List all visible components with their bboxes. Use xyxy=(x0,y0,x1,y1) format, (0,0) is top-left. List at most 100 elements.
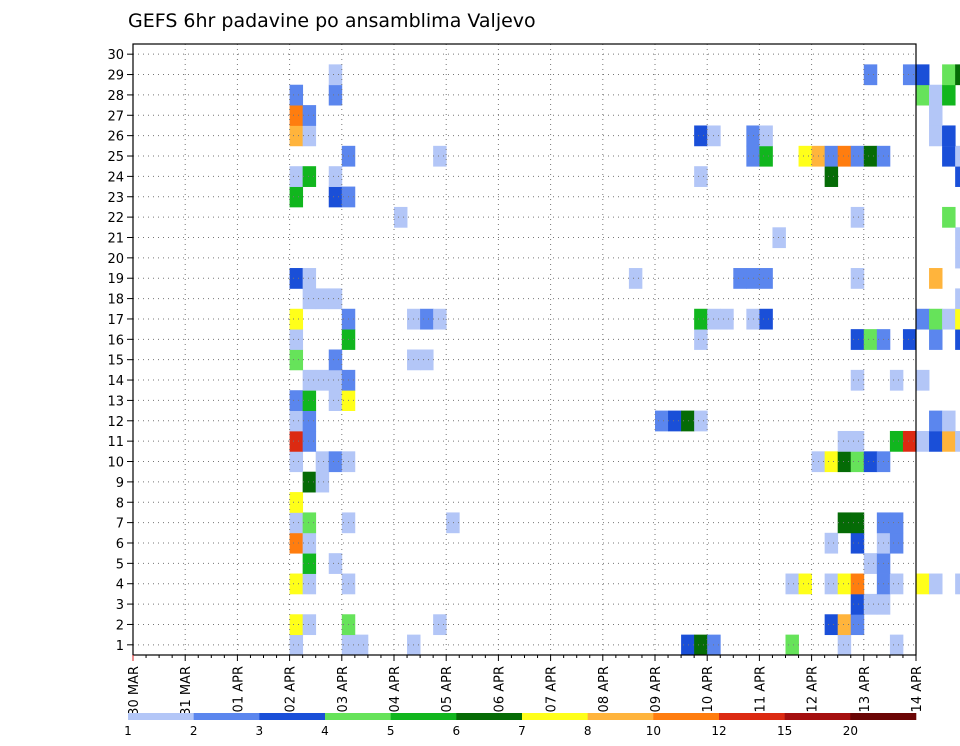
precip-cell xyxy=(850,369,865,391)
precip-cell xyxy=(420,349,434,371)
precip-cell xyxy=(837,430,852,452)
precip-cell xyxy=(694,634,708,656)
y-tick-label: 22 xyxy=(107,211,124,226)
precip-cell xyxy=(889,634,904,656)
precip-cell xyxy=(328,349,343,371)
precip-cell xyxy=(628,268,643,289)
x-tick-label: 14 APR xyxy=(910,666,925,712)
precip-cell xyxy=(850,268,865,289)
precip-cell xyxy=(929,329,943,350)
precip-cell xyxy=(916,573,930,595)
precip-cell xyxy=(668,410,682,432)
precip-cell xyxy=(929,125,943,147)
precip-cell xyxy=(289,410,304,432)
cells-layer xyxy=(289,64,960,656)
precip-cell xyxy=(889,430,904,452)
colorbar-swatch xyxy=(850,713,917,720)
precip-cell xyxy=(863,451,878,473)
y-tick-label: 23 xyxy=(107,191,124,206)
colorbar-swatch xyxy=(390,713,457,720)
precip-cell xyxy=(289,451,304,473)
precip-cell xyxy=(916,430,930,452)
precip-cell xyxy=(929,430,943,452)
y-tick-label: 25 xyxy=(107,150,124,165)
precip-cell xyxy=(942,125,956,147)
x-tick-label: 30 MAR xyxy=(127,666,142,716)
x-tick-label: 01 APR xyxy=(231,666,246,712)
precip-cell xyxy=(328,64,343,86)
precip-cell xyxy=(289,125,304,147)
precip-cell xyxy=(785,634,799,656)
precip-cell xyxy=(433,308,447,330)
precip-cell xyxy=(850,451,865,473)
precip-cell xyxy=(850,614,865,636)
precip-cell xyxy=(759,125,773,147)
precip-cell xyxy=(289,308,304,330)
y-tick-label: 3 xyxy=(116,598,124,613)
colorbar-swatch xyxy=(522,713,588,720)
y-tick-label: 20 xyxy=(107,252,124,267)
precip-cell xyxy=(824,614,839,636)
colorbar-label: 10 xyxy=(646,724,661,738)
precip-cell xyxy=(824,573,839,595)
precip-cell xyxy=(302,166,317,187)
y-tick-label: 18 xyxy=(107,293,124,308)
y-tick-label: 2 xyxy=(116,618,124,633)
precip-cell xyxy=(302,553,317,574)
precip-cell xyxy=(824,532,839,554)
y-tick-label: 27 xyxy=(107,109,124,124)
precip-cell xyxy=(863,593,878,615)
precip-cell xyxy=(759,268,773,289)
precip-cell xyxy=(942,145,956,167)
precip-cell xyxy=(733,268,747,289)
precip-cell xyxy=(289,166,304,187)
y-tick-label: 13 xyxy=(107,394,124,409)
precip-cell xyxy=(824,166,839,187)
grid-layer xyxy=(133,44,916,655)
precip-cell xyxy=(889,512,904,534)
y-tick-label: 9 xyxy=(116,476,124,491)
y-tick-label: 28 xyxy=(107,89,124,104)
colorbar-swatch xyxy=(587,713,654,720)
precip-cell xyxy=(315,288,330,310)
colorbar-label: 7 xyxy=(518,724,526,738)
precip-cell xyxy=(694,410,708,432)
precip-cell xyxy=(889,532,904,554)
precip-cell xyxy=(759,308,773,330)
precip-cell xyxy=(902,329,917,350)
y-tick-label: 10 xyxy=(107,456,124,471)
colorbar-label: 12 xyxy=(711,724,726,738)
precip-cell xyxy=(420,308,434,330)
precip-cell xyxy=(289,84,304,106)
precip-cell xyxy=(942,410,956,432)
y-tick-label: 4 xyxy=(116,578,124,593)
precip-cell xyxy=(289,634,304,656)
precip-cell xyxy=(863,329,878,350)
precip-cell xyxy=(694,125,708,147)
precip-cell xyxy=(289,512,304,534)
x-tick-label: 09 APR xyxy=(649,666,664,712)
x-tick-label: 12 APR xyxy=(806,666,821,712)
precip-cell xyxy=(942,64,956,86)
x-tick-label: 02 APR xyxy=(284,666,299,712)
precip-cell xyxy=(302,471,317,493)
precip-cell xyxy=(955,145,960,167)
y-tick-label: 11 xyxy=(107,435,124,450)
precip-cell xyxy=(955,288,960,310)
precip-cell xyxy=(289,268,304,289)
precip-cell xyxy=(929,105,943,126)
precip-cell xyxy=(354,634,369,656)
precip-cell xyxy=(315,471,330,493)
y-tick-label: 30 xyxy=(107,48,124,63)
precip-cell xyxy=(955,308,960,330)
precip-cell xyxy=(302,105,317,126)
y-tick-label: 16 xyxy=(107,333,124,348)
precip-cell xyxy=(328,84,343,106)
precip-cell xyxy=(289,186,304,208)
y-tick-label: 19 xyxy=(107,272,124,287)
precip-cell xyxy=(850,593,865,615)
precip-cell xyxy=(902,430,917,452)
precip-cell xyxy=(902,64,917,86)
precip-cell xyxy=(328,166,343,187)
precip-cell xyxy=(929,410,943,432)
